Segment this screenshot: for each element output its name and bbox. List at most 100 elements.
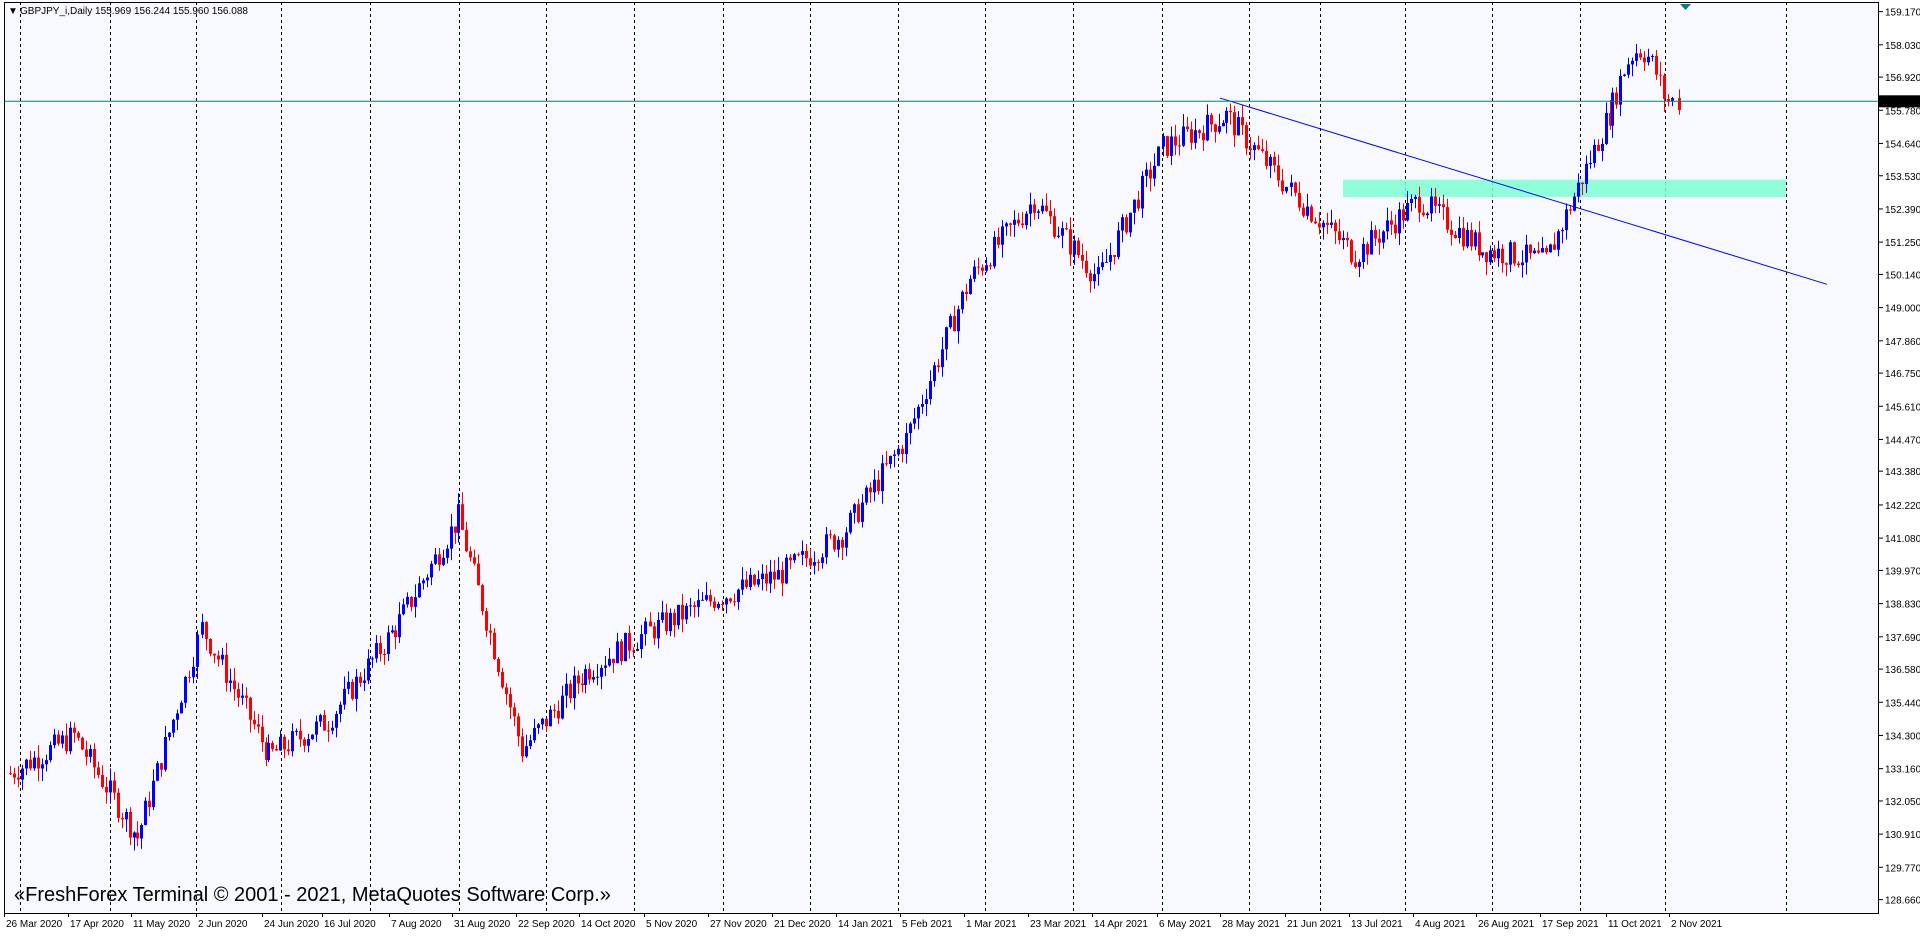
candle [287,739,290,756]
candle [1585,155,1588,193]
candle [733,593,736,607]
candle [351,679,354,701]
candle [721,600,724,611]
price-axis-label: 138.830 [1885,600,1920,611]
candle [985,257,988,273]
plot-area[interactable] [4,2,1878,913]
candle [53,728,56,749]
candle [1366,241,1369,265]
candle [1466,222,1469,249]
candle [1190,121,1193,150]
candle [406,592,409,608]
candle [509,687,512,720]
candle [785,554,788,585]
candle [861,494,864,528]
candle [745,571,748,589]
candle [1290,174,1293,197]
candle [1378,229,1381,255]
candle [529,734,532,750]
candle [367,649,370,685]
candle [1619,69,1622,117]
candle [1501,244,1504,273]
candle [1394,214,1397,239]
candle [245,687,248,709]
candle [1358,259,1361,278]
candle [176,709,179,731]
candle [1049,200,1052,225]
candle [81,736,84,751]
candle [1643,51,1646,71]
candle [737,588,740,610]
candle [669,608,672,637]
price-axis-label: 146.750 [1885,369,1920,380]
time-axis-label: 23 Mar 2021 [1030,919,1087,930]
candle [1489,245,1492,265]
candle [61,730,64,749]
candle [315,715,318,742]
candle [1241,105,1244,135]
candle [584,664,587,694]
candle [1442,194,1445,220]
candle [937,358,940,373]
candle [1013,210,1016,237]
candle [1458,216,1461,244]
candle [375,635,378,663]
chart-header: GBPJPY_i,Daily 155.969 156.244 155.960 1… [20,6,248,17]
candle [164,725,167,772]
candle [897,444,900,457]
candle [541,717,544,730]
candle [129,807,132,846]
candle [109,768,112,804]
candle [45,754,48,772]
candle [893,450,896,468]
price-axis-label: 156.920 [1885,73,1920,84]
candle [57,730,60,746]
price-axis-label: 159.170 [1885,8,1920,19]
candle [97,761,100,779]
candle [1198,129,1201,139]
chart-menu-icon[interactable]: ▼ [8,6,18,17]
candle [505,683,508,705]
candle [1057,226,1060,239]
candle [73,722,76,743]
candle [717,601,720,610]
candle [457,493,460,543]
candle [612,658,615,673]
plot-frame [4,2,1879,914]
candle [1402,203,1405,229]
candle [1021,212,1024,229]
price-axis-label: 143.380 [1885,467,1920,478]
candle [271,740,274,752]
candle [1326,212,1329,235]
candle [172,718,175,738]
candle [825,527,828,565]
time-axis-label: 24 Jun 2020 [264,919,319,930]
candle [241,683,244,705]
candle [624,632,627,662]
candle [961,290,964,314]
candle [549,705,552,727]
candle [1137,190,1140,212]
candle [1545,245,1548,255]
candle [596,663,599,686]
candle [1446,198,1449,234]
time-axis-label: 4 Aug 2021 [1415,919,1466,930]
candle [414,584,417,618]
candle [1162,132,1165,157]
price-axis-label: 145.610 [1885,402,1920,413]
candle [1529,244,1532,260]
candle [1513,241,1516,267]
support-resistance-zone[interactable] [1343,179,1786,198]
candle [889,455,892,469]
candle [221,647,224,666]
candle [561,685,564,720]
candle [283,734,286,759]
candle [225,643,228,692]
trendline[interactable] [1219,97,1828,285]
chart-shift-marker-icon[interactable] [1680,4,1691,10]
candle [136,821,139,847]
candle [1561,227,1564,244]
candle [1314,217,1317,225]
